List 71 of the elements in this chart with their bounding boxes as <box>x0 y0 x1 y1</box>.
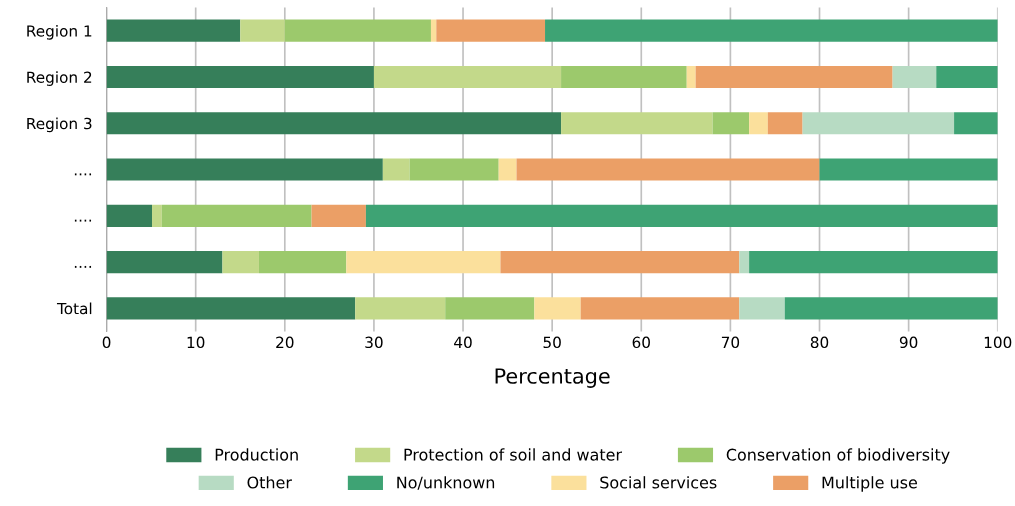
bar <box>936 65 998 89</box>
bar <box>739 250 750 274</box>
legend-label: Social services <box>600 476 717 489</box>
bar <box>106 112 562 135</box>
bar <box>819 158 998 181</box>
y-tick-label: .... <box>74 173 92 176</box>
legend-label: Conservation of biodiversity <box>726 448 950 464</box>
bar <box>767 112 803 135</box>
x-tick-label: 20 <box>276 336 294 349</box>
bar <box>106 65 374 89</box>
y-tick-label: .... <box>74 265 92 268</box>
legend-label: Production <box>215 448 298 461</box>
x-tick-label: 100 <box>984 336 1012 349</box>
bar <box>382 158 410 181</box>
legend-label: No/unknown <box>397 476 495 490</box>
bar <box>152 204 162 227</box>
bar <box>311 204 366 227</box>
x-tick-label: 10 <box>187 336 205 349</box>
bar <box>106 204 153 227</box>
bar <box>695 65 893 89</box>
x-tick-label: 40 <box>454 336 472 349</box>
bar <box>284 19 431 42</box>
y-tick-label: Region 1 <box>27 24 92 40</box>
x-tick-label: 70 <box>721 336 740 349</box>
y-tick-label: Region 2 <box>27 71 92 86</box>
bar <box>892 65 937 89</box>
bar <box>784 297 998 320</box>
bar <box>346 250 501 274</box>
legend-label: Protection of soil and water <box>404 448 623 461</box>
bar <box>712 112 750 135</box>
bar <box>240 19 285 42</box>
bar <box>500 250 740 274</box>
bar <box>561 65 687 89</box>
bar <box>222 250 259 274</box>
bar <box>258 250 347 274</box>
bar <box>106 250 223 274</box>
bar <box>430 19 437 42</box>
legend-label: Multiple use <box>822 476 917 492</box>
bar <box>516 158 820 181</box>
bar <box>545 19 998 42</box>
y-tick-label: Region 3 <box>27 117 92 133</box>
y-tick-label: .... <box>74 219 92 222</box>
bar <box>749 112 768 135</box>
y-tick-label: Total <box>56 302 92 315</box>
bar <box>534 297 581 320</box>
bar <box>409 158 499 181</box>
bar <box>355 297 446 320</box>
x-tick-label: 80 <box>810 336 829 349</box>
x-tick-label: 0 <box>102 336 111 349</box>
bar <box>686 65 696 89</box>
bar <box>106 297 356 320</box>
x-tick-label: 50 <box>543 336 561 349</box>
x-tick-label: 30 <box>365 336 383 349</box>
bar <box>954 112 998 135</box>
x-tick-label: 60 <box>632 336 650 349</box>
bar <box>498 158 517 181</box>
bar <box>161 204 312 227</box>
bar <box>580 297 740 320</box>
bar <box>365 204 998 227</box>
bar <box>445 297 535 320</box>
legend-label: Other <box>247 476 292 489</box>
bar <box>436 19 546 42</box>
bar <box>106 158 383 181</box>
bar <box>749 250 998 274</box>
bar <box>802 112 955 135</box>
bar <box>373 65 562 89</box>
bar <box>739 297 785 320</box>
bar <box>561 112 713 135</box>
x-axis-title: Percentage <box>495 368 610 388</box>
bar <box>106 19 241 42</box>
x-tick-label: 90 <box>899 336 918 349</box>
